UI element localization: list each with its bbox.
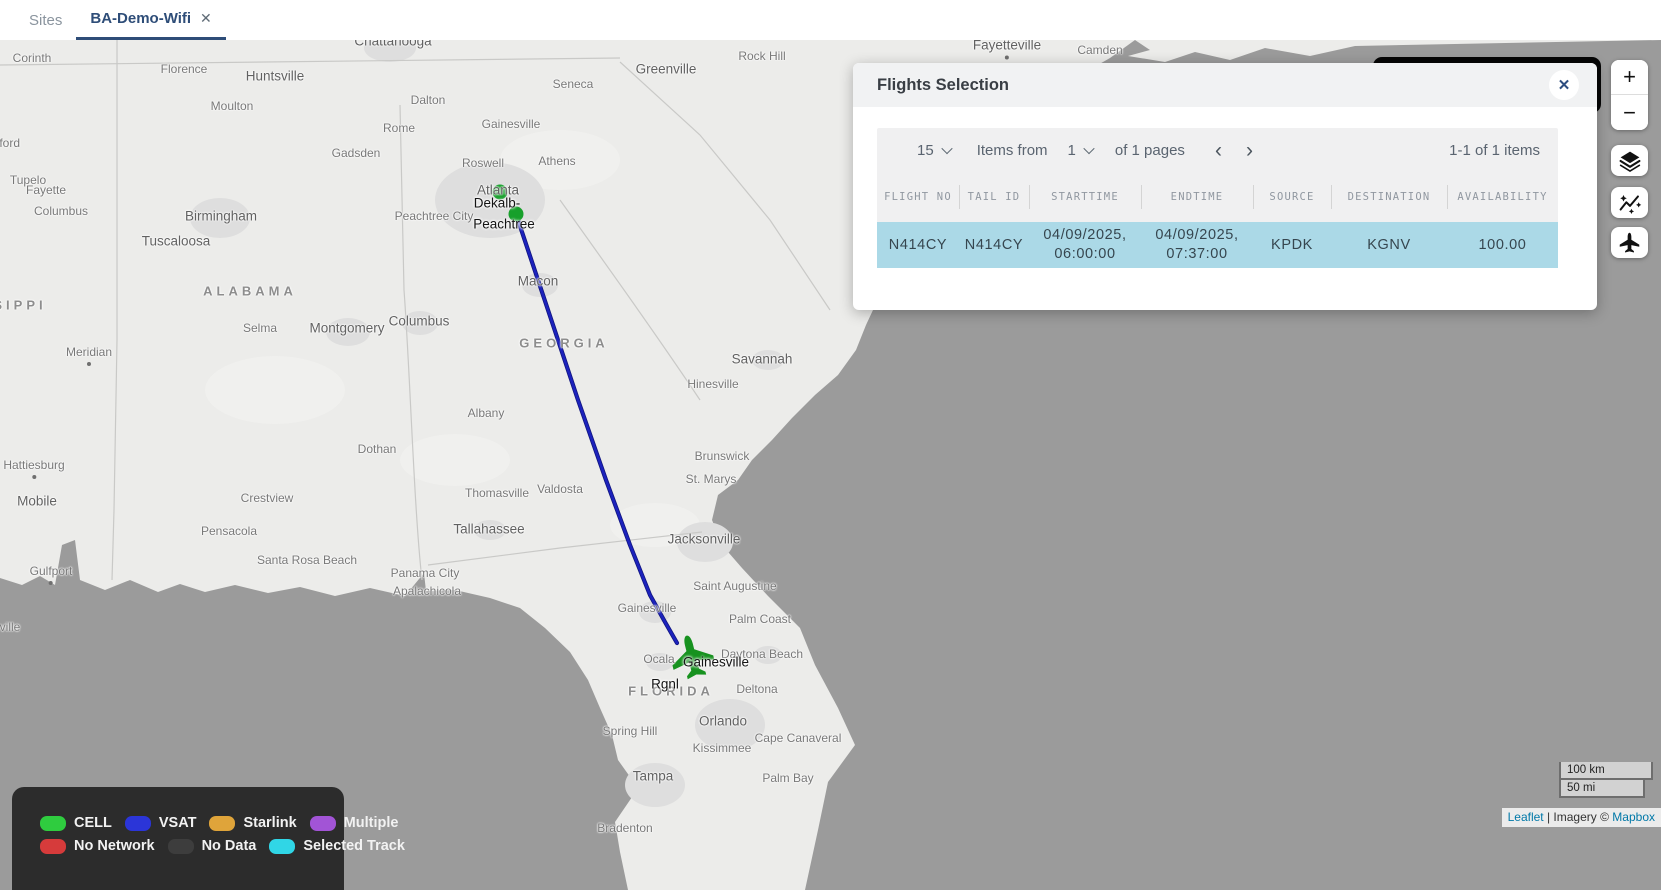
- terrain-patch: [610, 503, 700, 547]
- flight-table-row[interactable]: N414CY N414CY 04/09/2025, 06:00:00 04/09/20…: [877, 222, 1558, 268]
- legend-label: Starlink: [243, 815, 297, 831]
- panel-title: Flights Selection: [877, 75, 1010, 94]
- map-scale-control: 100 km 50 mi: [1559, 762, 1653, 798]
- cell-endtime: 04/09/2025, 07:37:00: [1155, 227, 1239, 262]
- flights-table-container: 15 Items from 1 of 1 pages: [877, 128, 1558, 268]
- scale-km: 100 km: [1559, 762, 1653, 780]
- legend-label: Selected Track: [303, 838, 405, 854]
- cell-source: KPDK: [1271, 236, 1313, 253]
- legend-label: No Data: [201, 838, 257, 854]
- flight-track-line: [514, 212, 679, 645]
- legend-row: No Network No Data Selected Track: [40, 838, 405, 854]
- legend-item: No Data: [167, 838, 257, 854]
- column-header: FLIGHT NO: [884, 190, 952, 203]
- legend-label: No Network: [74, 838, 155, 854]
- legend-swatch: [167, 838, 194, 854]
- zoom-in-button[interactable]: +: [1611, 60, 1648, 95]
- chevron-down-icon: [1083, 142, 1095, 155]
- map-canvas[interactable]: Corinth Chattanooga Florence Huntsville Moul…: [0, 40, 1661, 890]
- airport-marker[interactable]: [508, 206, 524, 222]
- page-size-value: 15: [917, 141, 934, 159]
- flight-track-layer: [492, 184, 717, 682]
- map-attribution: Leaflet | Imagery © Mapbox: [1501, 808, 1661, 827]
- page-value: 1: [1067, 141, 1076, 159]
- tab-ba-demo-wifi-label: BA-Demo-Wifi: [90, 10, 192, 27]
- scale-mi: 50 mi: [1559, 780, 1645, 798]
- legend-item: CELL: [40, 815, 112, 831]
- legend-swatch: [209, 815, 236, 831]
- tab-sites-label: Sites: [29, 11, 63, 29]
- legend-swatch: [124, 815, 151, 831]
- zoom-out-button[interactable]: −: [1611, 95, 1648, 130]
- urban-areas: [190, 40, 784, 807]
- tab-bar: Sites BA-Demo-Wifi ✕: [0, 0, 1661, 40]
- legend-swatch: [309, 815, 336, 831]
- legend-item: Multiple: [309, 815, 399, 831]
- chevron-down-icon: [941, 142, 953, 155]
- next-page-button[interactable]: ›: [1245, 138, 1253, 162]
- network-legend: CELL VSAT Starlink Multiple No Network No Dat…: [12, 787, 405, 890]
- legend-item: Starlink: [209, 815, 297, 831]
- legend-label: CELL: [74, 815, 112, 831]
- magic-route-button[interactable]: [1611, 187, 1648, 218]
- airplane-icon: [672, 635, 715, 680]
- attribution-text: | Imagery ©: [1543, 810, 1613, 824]
- prev-page-button[interactable]: ‹: [1214, 138, 1222, 162]
- tab-sites[interactable]: Sites: [15, 0, 76, 40]
- cell-tail_id: N414CY: [964, 236, 1024, 253]
- column-header: AVAILABILITY: [1447, 172, 1558, 222]
- panel-close-button[interactable]: ✕: [1549, 70, 1579, 100]
- flights-button[interactable]: [1611, 227, 1648, 258]
- layers-button[interactable]: [1611, 145, 1648, 176]
- legend-item: No Network: [40, 838, 155, 854]
- cell-flight_no: N414CY: [888, 236, 948, 253]
- panel-header: Flights Selection ✕: [853, 63, 1597, 107]
- of-pages-label: of 1 pages: [1114, 141, 1185, 159]
- column-header: DESTINATION: [1331, 172, 1447, 222]
- cell-starttime: 04/09/2025, 06:00:00: [1043, 227, 1127, 262]
- airport-marker[interactable]: [492, 184, 508, 200]
- column-header: STARTTIME: [1029, 172, 1141, 222]
- zoom-control: + −: [1611, 60, 1648, 130]
- page-size-select[interactable]: 15: [917, 141, 953, 159]
- pagination-bar: 15 Items from 1 of 1 pages: [877, 128, 1558, 172]
- airplane-icon: [1619, 232, 1640, 253]
- page-select[interactable]: 1: [1067, 141, 1095, 159]
- legend-row: CELL VSAT Starlink Multiple: [40, 815, 398, 831]
- terrain-patch: [205, 356, 345, 424]
- terrain-patch: [400, 434, 510, 486]
- leaflet-link[interactable]: Leaflet: [1507, 810, 1544, 824]
- state-borders: [0, 40, 831, 581]
- panel-body: 15 Items from 1 of 1 pages: [853, 107, 1597, 268]
- legend-item: VSAT: [124, 815, 197, 831]
- layers-icon: [1619, 151, 1640, 172]
- column-header: ENDTIME: [1141, 172, 1253, 222]
- legend-swatch: [40, 838, 66, 854]
- mapbox-link[interactable]: Mapbox: [1612, 810, 1655, 824]
- flights-selection-panel: Flights Selection ✕ 15 Items from: [853, 63, 1597, 310]
- legend-swatch: [40, 815, 66, 831]
- table-header-row: FLIGHT NO TAIL ID STARTTIME ENDTIME SOURCE DE…: [877, 172, 1558, 222]
- legend-label: Multiple: [343, 815, 399, 831]
- cell-availability: 100.00: [1478, 236, 1527, 253]
- tab-ba-demo-wifi[interactable]: BA-Demo-Wifi ✕: [76, 0, 226, 40]
- sparkle-wand-icon: [1619, 194, 1641, 214]
- legend-item: Selected Track: [269, 838, 405, 854]
- legend-swatch: [269, 838, 296, 854]
- items-range-label: 1-1 of 1 items: [1449, 141, 1540, 159]
- column-header: SOURCE: [1253, 172, 1331, 222]
- tab-close-icon[interactable]: ✕: [200, 10, 212, 26]
- close-icon: ✕: [1557, 77, 1571, 94]
- column-header: TAIL ID: [959, 172, 1029, 222]
- airplane-marker[interactable]: [666, 631, 717, 682]
- legend-label: VSAT: [158, 815, 197, 831]
- items-from-label: Items from: [976, 141, 1048, 159]
- pagination-controls: 15 Items from 1 of 1 pages: [917, 140, 1265, 161]
- cell-destination: KGNV: [1367, 236, 1411, 253]
